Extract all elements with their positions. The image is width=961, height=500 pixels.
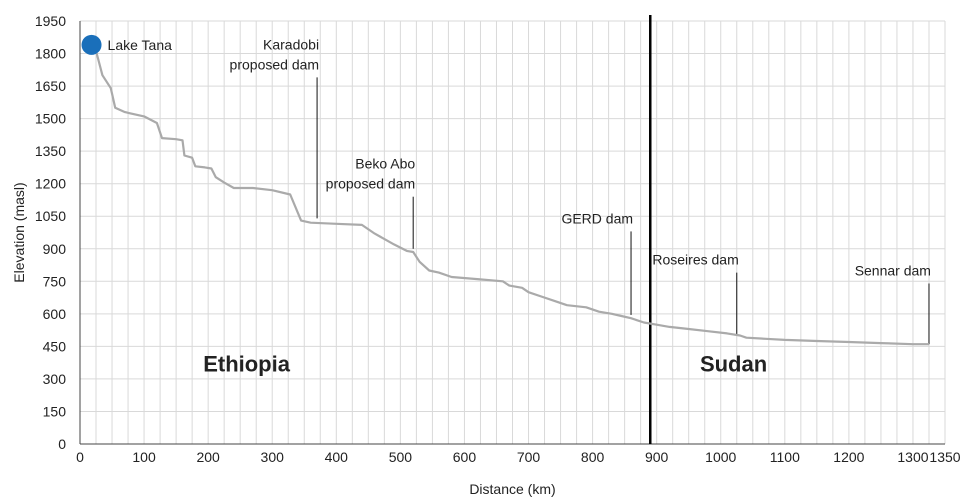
- axes: [79, 21, 945, 445]
- dam-label: proposed dam: [230, 56, 320, 72]
- region-label: Sudan: [700, 352, 767, 377]
- x-tick-label: 700: [517, 449, 541, 465]
- x-tick-label: 400: [325, 449, 349, 465]
- grid: [79, 20, 946, 445]
- y-tick-label: 1200: [35, 176, 66, 192]
- y-tick-label: 600: [43, 306, 67, 322]
- x-tick-label: 900: [645, 449, 669, 465]
- dam-label: Sennar dam: [855, 262, 931, 278]
- dam-label: Karadobi: [263, 36, 319, 52]
- x-tick-label: 800: [581, 449, 605, 465]
- x-tick-label: 1300: [897, 449, 928, 465]
- y-tick-label: 1050: [35, 208, 66, 224]
- x-tick-label: 1000: [705, 449, 736, 465]
- x-axis-title: Distance (km): [469, 481, 555, 497]
- annotation-leaders: [316, 77, 930, 345]
- y-tick-label: 150: [43, 403, 67, 419]
- x-tick-label: 500: [389, 449, 413, 465]
- y-tick-label: 0: [58, 436, 66, 452]
- x-tick-label: 0: [76, 449, 84, 465]
- series: [81, 34, 929, 346]
- x-tick-label: 300: [261, 449, 285, 465]
- y-tick-label: 1650: [35, 78, 66, 94]
- x-tick-label: 1350: [929, 449, 960, 465]
- tick-labels: 0 100 200 300 400 500 600 700 800 900 1000 1100 1200…: [35, 13, 961, 465]
- y-tick-label: 900: [43, 241, 67, 257]
- y-tick-label: 1350: [35, 143, 66, 159]
- x-tick-label: 1200: [833, 449, 864, 465]
- lake-tana-label: Lake Tana: [108, 37, 173, 53]
- y-tick-label: 750: [43, 273, 67, 289]
- dam-label: GERD dam: [561, 210, 633, 226]
- elevation-profile-line: [90, 44, 929, 346]
- x-tick-label: 1100: [770, 449, 800, 465]
- dam-label: Roseires dam: [652, 252, 738, 268]
- region-label: Ethiopia: [203, 352, 291, 377]
- dam-label: Beko Abo: [355, 156, 415, 172]
- x-tick-label: 200: [196, 449, 220, 465]
- lake-tana-marker: [81, 34, 102, 55]
- x-tick-label: 100: [132, 449, 156, 465]
- y-tick-label: 1950: [35, 13, 66, 29]
- y-axis-title: Elevation (masl): [11, 182, 27, 282]
- y-tick-label: 300: [43, 371, 67, 387]
- labels: Lake Tana Karadobi proposed dam Beko Abo pro…: [108, 36, 931, 376]
- y-tick-label: 1500: [35, 111, 66, 127]
- y-tick-label: 1800: [35, 46, 66, 62]
- y-tick-label: 450: [43, 338, 67, 354]
- dam-label: proposed dam: [326, 176, 416, 192]
- x-tick-label: 600: [453, 449, 477, 465]
